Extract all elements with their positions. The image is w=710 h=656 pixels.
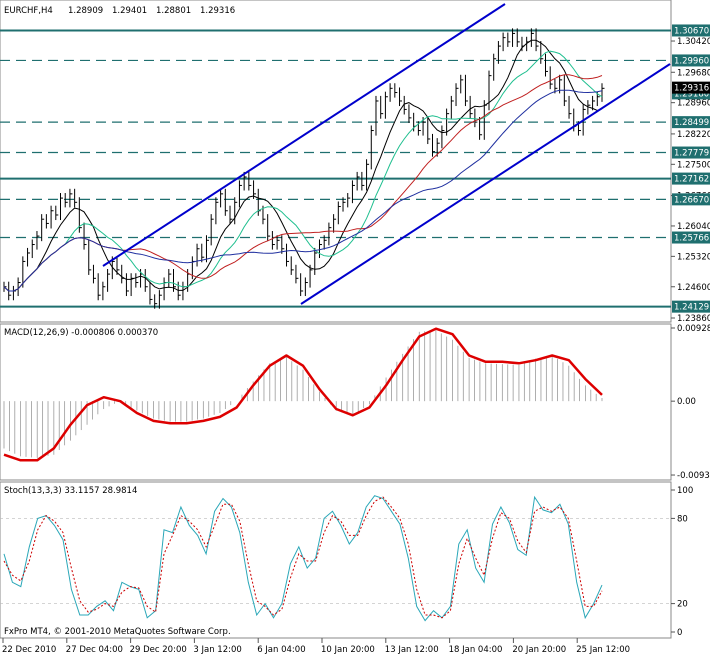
- time-label: 3 Jan 12:00: [193, 645, 241, 655]
- stoch-lines: [3, 495, 603, 622]
- dashed-level-tag: [672, 193, 710, 206]
- time-label: 22 Dec 2010: [2, 645, 56, 655]
- time-label: 29 Dec 20:00: [130, 645, 187, 655]
- dashed-level-label: 1.25766: [674, 234, 709, 244]
- ohlc-close: 1.29316: [200, 6, 235, 16]
- price-pane: EURCHF,H4 1.28909 1.29401 1.28801 1.2931…: [0, 0, 710, 324]
- macd-tick-label: 0.00: [677, 397, 696, 407]
- dashed-level-label: 1.27779: [674, 149, 709, 159]
- dashed-level-label: 1.29960: [674, 56, 709, 66]
- stoch-axis: 100 80 20 0: [0, 486, 693, 638]
- macd-signal: [3, 327, 603, 462]
- dashed-level-label: 1.26670: [674, 195, 709, 205]
- stoch-pane-border: [0, 481, 672, 639]
- channel-upper-line: [102, 3, 506, 267]
- stoch-tick-label: 20: [677, 600, 688, 610]
- stoch-tick-label: 100: [677, 486, 693, 496]
- solid-level-tag: [672, 24, 710, 37]
- price-tick-label: 1.27500: [677, 160, 710, 170]
- highlight-price-label: 1.29180: [674, 89, 709, 99]
- time-label: 25 Jan 12:00: [576, 645, 630, 655]
- price-series: [3, 28, 605, 309]
- solid-level-label: 1.24129: [674, 303, 709, 313]
- macd-tick-label: 0.009284: [677, 324, 710, 334]
- time-label: 6 Jan 04:00: [257, 645, 305, 655]
- price-levels: 1.30670 1.27162 1.24129 1.29960 1.28499 1.277…: [0, 24, 710, 313]
- macd-label: MACD(12,26,9) -0.000806 0.000370: [4, 328, 158, 338]
- channel-lower-line: [300, 63, 671, 305]
- price-pane-border: [0, 0, 672, 323]
- solid-level-tag: [672, 172, 710, 185]
- time-axis: 22 Dec 2010 27 Dec 04:00 29 Dec 20:00 3 Jan…: [2, 638, 630, 655]
- ohlc-open: 1.28909: [68, 6, 103, 16]
- dashed-level-tag: [672, 146, 710, 159]
- time-label: 13 Jan 12:00: [385, 645, 439, 655]
- macd-pane-border: [0, 323, 672, 481]
- stoch-main-line: [3, 495, 603, 622]
- price-title: EURCHF,H4: [4, 6, 53, 16]
- macd-histogram: [3, 330, 603, 458]
- price-channel: [102, 3, 671, 305]
- time-label: 20 Jan 20:00: [512, 645, 566, 655]
- price-tick-label: 1.23860: [677, 314, 710, 324]
- footer-text: FxPro MT4, © 2001-2010 MetaQuotes Softwa…: [4, 627, 231, 637]
- solid-level-label: 1.27162: [674, 175, 709, 185]
- current-price-tag: [672, 81, 710, 94]
- macd-axis: 0.009284 0.00 -0.009373: [671, 324, 710, 481]
- solid-level-tag: [672, 300, 710, 313]
- price-tick-label: 1.28960: [677, 99, 710, 109]
- macd-tick-label: -0.009373: [677, 471, 710, 481]
- time-label: 18 Jan 04:00: [449, 645, 503, 655]
- ohlc-low: 1.28801: [156, 6, 191, 16]
- dashed-level-label: 1.28499: [674, 118, 709, 128]
- macd-pane: MACD(12,26,9) -0.000806 0.000370 0.00928…: [0, 323, 710, 481]
- price-tick-label: 1.28220: [677, 130, 710, 140]
- dashed-level-tag: [672, 116, 710, 129]
- ma-blue-line: [3, 89, 603, 292]
- stoch-tick-label: 80: [677, 514, 688, 524]
- price-tick-label: 1.25320: [677, 252, 710, 262]
- time-label: 10 Jan 20:00: [321, 645, 375, 655]
- moving-averages: [3, 39, 603, 292]
- ma-black-line: [3, 39, 603, 292]
- stoch-signal-line: [3, 496, 603, 619]
- current-price-label: 1.29316: [674, 84, 709, 94]
- price-tick-label: 1.24600: [677, 283, 710, 293]
- price-tick-label: 1.26040: [677, 222, 710, 232]
- stoch-pane: Stoch(13,3,3) 33.1157 28.9814 100 80 20 0 F…: [0, 481, 693, 639]
- dashed-level-tag: [672, 231, 710, 244]
- dashed-level-tag: [672, 54, 710, 67]
- stoch-label: Stoch(13,3,3) 33.1157 28.9814: [4, 486, 137, 496]
- price-tick-label: 1.29680: [677, 68, 710, 78]
- solid-level-label: 1.30670: [674, 26, 709, 36]
- price-tick-label: 1.30420: [677, 37, 710, 47]
- ma-green-line: [3, 50, 603, 292]
- ohlc-high: 1.29401: [112, 6, 147, 16]
- macd-signal-line: [3, 327, 603, 462]
- time-label: 27 Dec 04:00: [66, 645, 123, 655]
- stoch-tick-label: 0: [677, 628, 682, 638]
